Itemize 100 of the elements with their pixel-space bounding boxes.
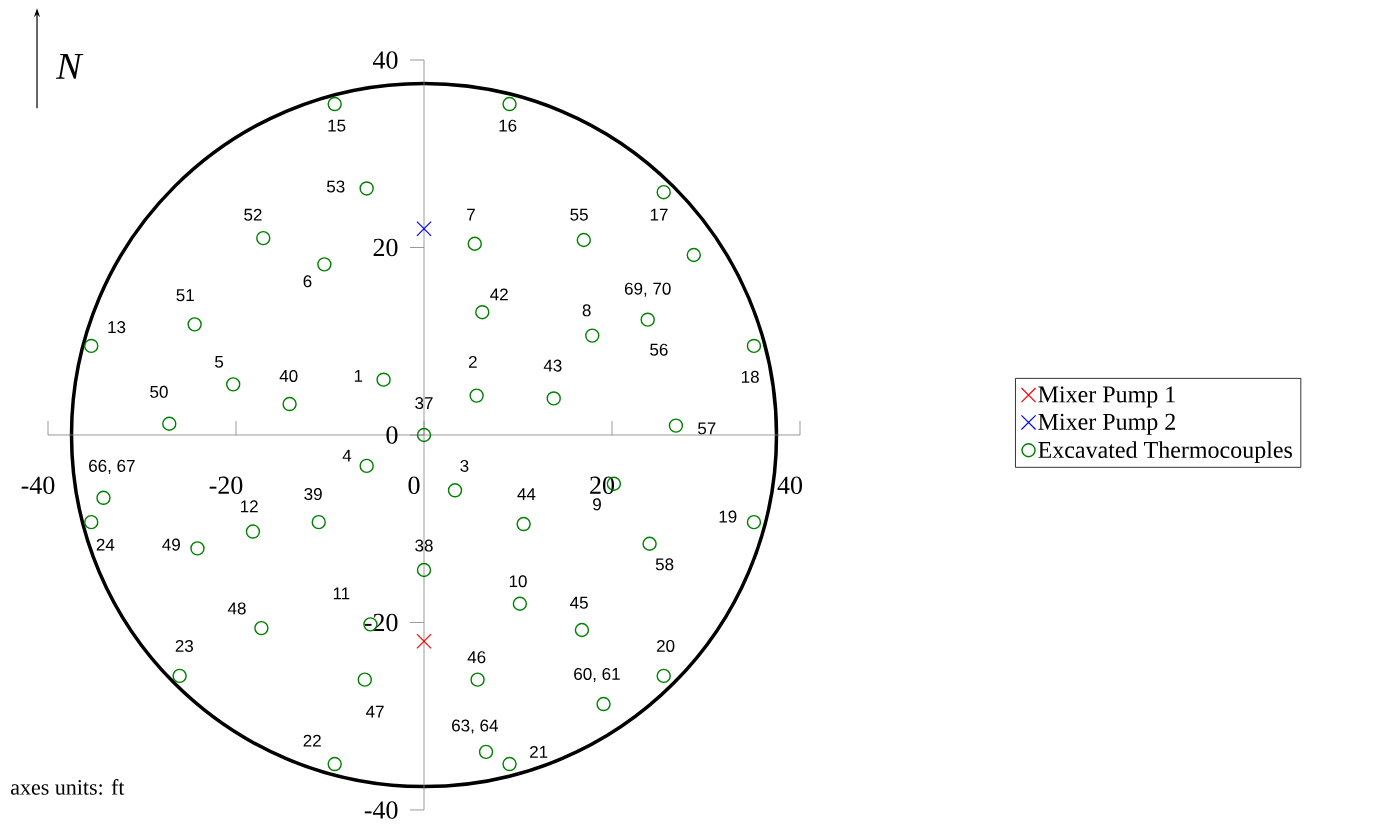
annotation: 39 [304,488,322,501]
annotation: 11 [333,587,350,600]
point [416,633,432,649]
y-tick-label: 40 [372,51,398,69]
point [254,620,269,636]
annotation: 8 [582,304,591,317]
y-tick-label: 20 [373,238,398,257]
point [656,668,671,684]
legend-label: Mixer Pump 2 [1038,413,1175,435]
point [327,756,342,772]
point [746,338,762,354]
annotation: 52 [244,208,262,221]
point [190,541,205,556]
annotation: 13 [108,321,126,334]
point [640,312,655,327]
point [416,221,432,237]
point [642,536,657,551]
point [475,304,490,320]
annotation: 46 [467,651,486,664]
annotation: 22 [303,734,321,747]
annotation: 4 [342,449,352,462]
point [596,696,611,712]
x-tick-label: 40 [777,476,803,495]
legend-label: Mixer Pump 1 [1038,386,1175,408]
point [546,391,561,406]
point [359,458,374,474]
annotation: 45 [570,596,588,609]
point [84,338,99,354]
annotation: 55 [570,208,588,221]
point [357,672,372,687]
annotation: axes units: ft [10,779,125,795]
annotation: 6 [303,275,312,288]
point [502,756,517,772]
annotation: 19 [719,510,737,523]
annotation: 56 [650,343,668,356]
point [359,181,374,196]
point [469,388,484,403]
annotation: 5 [215,355,224,368]
x-tick-label: -40 [21,476,55,495]
annotation: 51 [176,289,194,302]
annotation: 47 [366,705,384,718]
point [172,668,187,684]
legend-label: Excavated Thermocouples [1038,441,1292,463]
x-tick-label: 0 [408,476,420,495]
point [282,396,297,412]
annotation: 66, 67 [89,459,135,474]
annotation: 16 [499,119,517,132]
annotation: 60, 61 [574,667,620,682]
annotation: 38 [415,539,433,552]
point [84,514,99,530]
annotation: 37 [415,397,433,410]
point [574,622,590,638]
annotation: 2 [468,355,477,368]
point [187,317,202,332]
annotation: 42 [490,288,508,301]
annotation: 48 [227,602,246,615]
annotation: 7 [467,208,475,221]
point [516,516,531,532]
annotation: 10 [509,575,527,588]
point [245,524,261,539]
point [416,562,432,578]
annotation: 20 [657,639,675,652]
point [96,490,111,505]
annotation: 21 [530,745,548,758]
point [225,377,241,392]
point [585,328,600,343]
point [467,236,482,251]
annotation: 3 [460,459,469,472]
point [162,416,177,431]
annotation: 24 [96,538,115,551]
annotation: 57 [698,422,716,435]
annotation: 9 [593,498,601,511]
y-tick-label: -40 [364,801,398,819]
annotation: 12 [240,500,258,513]
x-tick-label: -20 [209,476,243,495]
annotation: 15 [328,119,346,132]
annotation: 50 [150,385,168,398]
point [512,596,528,611]
point [256,230,271,246]
annotation: 53 [326,180,345,193]
point [478,744,494,760]
annotation: N [55,53,84,79]
y-tick-label: 0 [386,426,398,444]
annotation: 58 [655,558,674,571]
annotation: 17 [650,208,668,221]
point [317,257,332,272]
point [327,96,342,112]
annotation: 40 [279,369,298,382]
point [470,672,485,687]
point [502,96,517,112]
annotation: 18 [741,370,759,383]
point [746,514,762,530]
point [576,232,591,248]
annotation: 69, 70 [624,282,671,297]
point [686,247,701,263]
annotation: 63, 64 [452,719,498,734]
annotation: 44 [517,488,536,500]
point [447,483,463,498]
annotation: 1 [354,370,363,382]
point [376,372,391,387]
